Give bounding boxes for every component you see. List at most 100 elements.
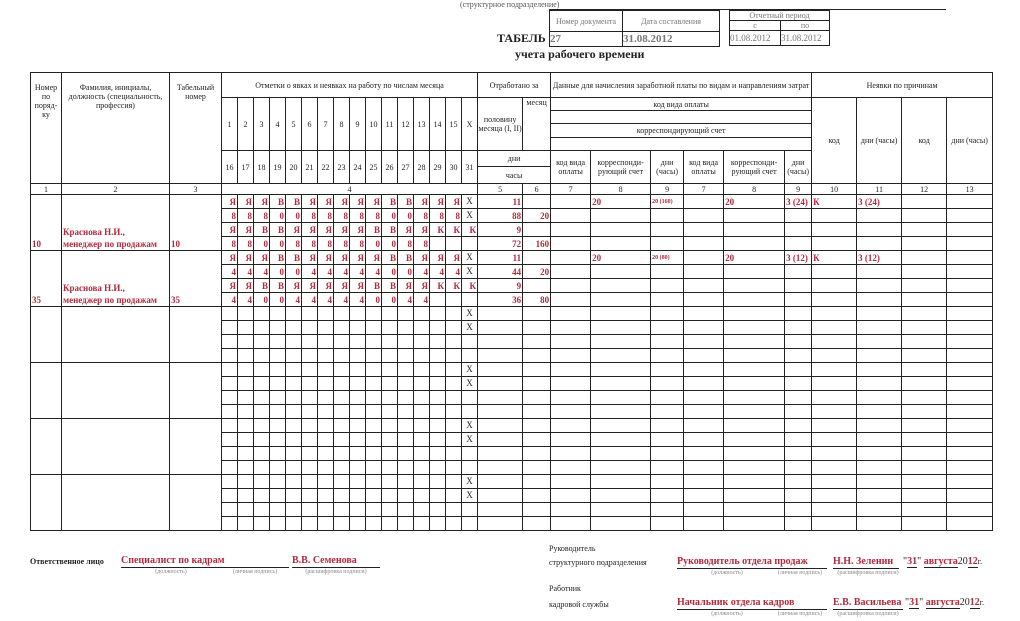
header-worked: Отработано за	[477, 72, 552, 98]
day-mark-cell	[221, 446, 238, 461]
day-mark-cell: 4	[349, 292, 366, 307]
day-mark-cell: 4	[333, 292, 350, 307]
absence-cell	[946, 264, 994, 279]
day-mark-cell: Я	[285, 222, 302, 237]
day-mark-cell: В	[269, 222, 286, 237]
day-mark-cell	[301, 348, 318, 363]
pay-data-cell	[550, 460, 592, 475]
table-row: 35 Краснова Н.И., менеджер по продажам 35 Я…	[30, 250, 994, 307]
day-mark-cell	[253, 418, 270, 433]
worked-half-month	[477, 460, 524, 475]
day-mark-cell	[221, 474, 238, 489]
day-mark-cell	[365, 390, 382, 405]
header-half-month: половину месяца (I, II)	[477, 97, 524, 151]
day-mark-cell: Я	[237, 250, 254, 265]
day-mark-cell	[349, 404, 366, 419]
pay-data-cell	[723, 474, 786, 489]
day-mark-cell	[237, 306, 254, 321]
absence-cell	[901, 404, 948, 419]
absence-cell	[856, 264, 903, 279]
pay-data-cell	[550, 376, 592, 391]
pay-data-cell: 20	[590, 194, 652, 209]
day-mark-cell	[221, 488, 238, 503]
absence-cell	[946, 320, 994, 335]
pay-data-cell	[683, 320, 725, 335]
day-mark-cell	[301, 306, 318, 321]
pay-data-cell	[723, 446, 786, 461]
day-mark-cell: В	[397, 194, 414, 209]
day-mark-cell	[365, 418, 382, 433]
worked-month	[522, 348, 552, 363]
absence-cell	[811, 432, 858, 447]
day-mark-cell: В	[269, 250, 286, 265]
column-number: 1	[30, 183, 62, 195]
day-mark-cell	[365, 516, 382, 531]
pay-data-cell	[683, 306, 725, 321]
pay-data-cell	[784, 362, 813, 377]
pay-data-cell	[683, 502, 725, 517]
pay-data-cell	[650, 208, 685, 223]
absence-cell	[901, 348, 948, 363]
pay-data-cell	[650, 222, 685, 237]
day-mark-cell	[445, 474, 462, 489]
day-mark-cell	[429, 488, 446, 503]
day-mark-cell	[269, 502, 286, 517]
header-day: 20	[285, 150, 302, 184]
day-mark-cell: 8	[221, 208, 238, 223]
day-mark-cell	[365, 474, 382, 489]
absence-cell	[946, 250, 994, 265]
day-mark-cell: В	[381, 250, 398, 265]
header-day: X	[460, 97, 479, 151]
header-tab: Табельный номер	[169, 72, 222, 184]
pay-data-cell	[590, 320, 652, 335]
day-mark-cell	[397, 488, 414, 503]
period-to: 31.08.2012	[780, 30, 830, 46]
pay-data-cell	[784, 292, 813, 307]
day-mark-cell	[349, 348, 366, 363]
worked-month	[522, 250, 552, 265]
pay-data-cell	[590, 278, 652, 293]
day-mark-cell	[237, 432, 254, 447]
day-mark-cell	[349, 376, 366, 391]
worked-month	[522, 446, 552, 461]
pay-data-cell: 3 (12)	[784, 250, 813, 265]
day-mark-cell	[349, 474, 366, 489]
day-mark-cell: 0	[269, 236, 286, 251]
worked-half-month	[477, 474, 524, 489]
pay-data-cell	[784, 516, 813, 531]
day-mark-cell	[460, 446, 479, 461]
day-mark-cell	[413, 474, 430, 489]
absence-cell	[811, 320, 858, 335]
pay-data-cell	[784, 334, 813, 349]
employee-number	[30, 474, 62, 531]
pay-data-cell	[650, 334, 685, 349]
day-mark-cell	[365, 404, 382, 419]
worked-half-month	[477, 376, 524, 391]
day-mark-cell: К	[445, 278, 462, 293]
day-mark-cell	[269, 306, 286, 321]
day-mark-cell	[397, 334, 414, 349]
header-days: дни	[477, 150, 552, 167]
table-row	[31, 404, 994, 419]
day-mark-cell	[333, 418, 350, 433]
worked-half-month	[477, 348, 524, 363]
absence-cell	[901, 250, 948, 265]
day-mark-cell	[349, 390, 366, 405]
responsible-signature-field[interactable]	[221, 555, 289, 568]
head-date-unit: г.	[977, 557, 983, 566]
hr-position: Начальник отдела кадров	[677, 597, 827, 610]
header-day: 30	[445, 150, 462, 184]
day-mark-cell	[317, 474, 334, 489]
header-day: 29	[429, 150, 446, 184]
day-mark-cell: К	[429, 222, 446, 237]
doc-number-box: Номер документа Дата составления 27 31.0…	[549, 10, 720, 47]
day-mark-cell	[445, 488, 462, 503]
employee-tab-number	[169, 474, 222, 531]
absence-cell	[811, 278, 858, 293]
absence-cell: К	[811, 194, 858, 209]
day-mark-cell: В	[269, 278, 286, 293]
pay-data-cell	[550, 264, 592, 279]
day-mark-cell	[333, 390, 350, 405]
day-mark-cell	[460, 348, 479, 363]
pay-data-cell	[723, 432, 786, 447]
